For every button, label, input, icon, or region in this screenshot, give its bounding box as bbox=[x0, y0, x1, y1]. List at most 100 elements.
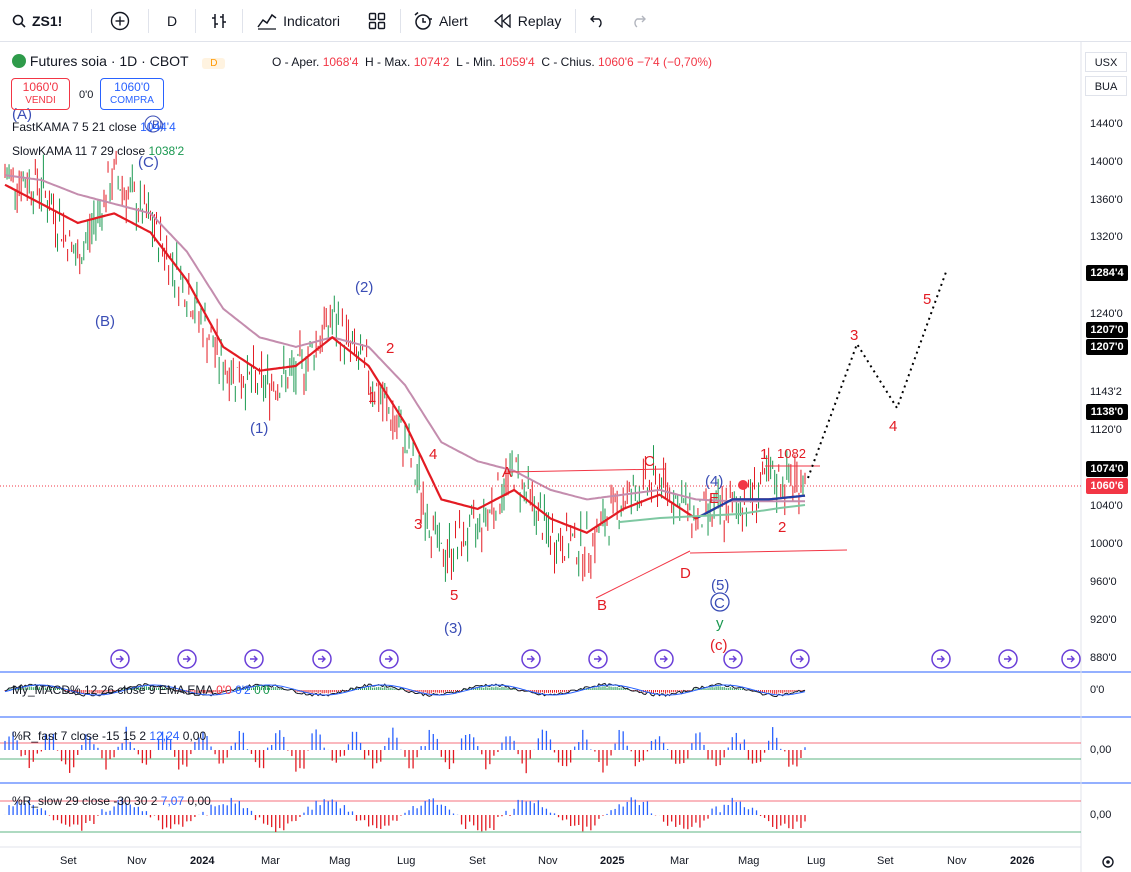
rfast-axis-label: 0,00 bbox=[1090, 744, 1112, 756]
buy-button[interactable]: 1060'0 COMPRA bbox=[100, 78, 164, 110]
rslow-axis-label: 0,00 bbox=[1090, 809, 1112, 821]
wave-red-1082: 1082 bbox=[777, 446, 806, 461]
sell-button[interactable]: 1060'0 VENDI bbox=[11, 78, 70, 110]
replay-button[interactable]: Replay bbox=[480, 8, 577, 33]
alert-label: Alert bbox=[438, 12, 468, 29]
interval-label: D bbox=[167, 12, 178, 29]
replay-marker-arrow bbox=[318, 655, 326, 663]
slow-kama-legend: SlowKAMA 11 7 29 close 1038'2 bbox=[12, 144, 185, 158]
time-label: Mar bbox=[670, 855, 689, 867]
wave-red-C: C bbox=[644, 453, 655, 470]
price-badge-1074: 1074'0 bbox=[1086, 461, 1128, 477]
wave-red-E: E bbox=[709, 490, 719, 507]
wave-B-paren: (B) bbox=[95, 313, 115, 330]
replay-marker-arrow bbox=[594, 655, 602, 663]
time-label: Mag bbox=[329, 855, 351, 867]
wave-4-paren: (4) bbox=[705, 473, 723, 490]
wave-red-1b: 1 bbox=[760, 446, 768, 463]
wave-red-5: 5 bbox=[450, 587, 458, 604]
wave-A-paren: (A) bbox=[12, 106, 32, 123]
wave-3-paren: (3) bbox=[444, 620, 462, 637]
bars-chart-icon bbox=[212, 13, 227, 28]
wave-red-D: D bbox=[680, 565, 691, 582]
indicators-label: Indicatori bbox=[283, 12, 340, 29]
macd-axis-label: 0'0 bbox=[1090, 684, 1105, 696]
replay-label: Replay bbox=[517, 12, 562, 29]
symbol-logo bbox=[12, 54, 26, 68]
wave-red-c: (c) bbox=[710, 637, 728, 654]
price-label-1320: 1320'0 bbox=[1090, 231, 1123, 243]
price-badge-last: 1060'6 bbox=[1086, 478, 1128, 494]
gear-icon[interactable] bbox=[1102, 856, 1114, 868]
indicators-button[interactable]: Indicatori bbox=[243, 0, 354, 42]
price-label-1240: 1240'0 bbox=[1090, 308, 1123, 320]
time-label: Set bbox=[469, 855, 486, 867]
time-label: 2026 bbox=[1010, 855, 1035, 867]
time-label: Set bbox=[877, 855, 894, 867]
replay-marker-icon bbox=[931, 649, 951, 669]
spread-value: 0'0 bbox=[79, 89, 94, 101]
undo-button[interactable] bbox=[576, 0, 618, 42]
macd-line bbox=[4, 684, 806, 696]
rslow-histogram bbox=[4, 797, 806, 832]
trendline-upper bbox=[507, 468, 666, 473]
replay-marker-arrow bbox=[250, 655, 258, 663]
wave-C-circled: C bbox=[714, 595, 725, 612]
replay-marker-arrow bbox=[1067, 655, 1075, 663]
price-label-960: 960'0 bbox=[1090, 576, 1117, 588]
rewind-icon bbox=[493, 13, 511, 28]
price-label-1000: 1000'0 bbox=[1090, 538, 1123, 550]
wave-red-4: 4 bbox=[429, 446, 437, 463]
price-label-1440: 1440'0 bbox=[1090, 118, 1123, 130]
time-label: Nov bbox=[947, 855, 967, 867]
event-markers[interactable] bbox=[110, 649, 1081, 669]
wave-red-5b: 5 bbox=[923, 291, 931, 308]
rfast-legend: %R_fast 7 close -15 15 2 12,24 0,00 bbox=[12, 729, 207, 743]
wave-green-y: y bbox=[716, 615, 724, 632]
wave-red-3b: 3 bbox=[850, 327, 858, 344]
wave-red-1: 1 bbox=[368, 389, 376, 406]
replay-marker-icon bbox=[723, 649, 743, 669]
price-label-880: 880'0 bbox=[1090, 652, 1117, 664]
indicators-icon bbox=[257, 13, 277, 30]
wave-red-B: B bbox=[597, 597, 607, 614]
symbol-search[interactable]: ZS1! bbox=[0, 8, 92, 33]
replay-marker-icon bbox=[588, 649, 608, 669]
rslow-legend: %R_slow 29 close -30 30 2 7,07 0,00 bbox=[12, 794, 211, 808]
wave-2-paren: (2) bbox=[355, 279, 373, 296]
wave-C-paren: (C) bbox=[138, 154, 159, 171]
alert-button[interactable]: Alert bbox=[401, 0, 480, 42]
currency-selector[interactable]: USX bbox=[1085, 52, 1127, 72]
macd-pane bbox=[4, 682, 806, 697]
wave-labels: (A) (B) (C) (1) (2) (3) (4) (5) C (B) 1 … bbox=[12, 106, 931, 654]
price-bars bbox=[4, 150, 806, 582]
unit-selector[interactable]: BUA bbox=[1085, 76, 1127, 96]
layouts-button[interactable] bbox=[354, 8, 401, 33]
replay-marker-icon bbox=[521, 649, 541, 669]
price-label-1120: 1120'0 bbox=[1090, 424, 1122, 436]
compare-button[interactable] bbox=[92, 0, 148, 42]
time-label: Set bbox=[60, 855, 77, 867]
undo-icon bbox=[590, 15, 602, 28]
interval-button[interactable]: D bbox=[148, 8, 197, 33]
wave-B-circled: (B) bbox=[148, 118, 164, 132]
price-label-1143: 1143'2 bbox=[1090, 386, 1122, 398]
replay-marker-arrow bbox=[527, 655, 535, 663]
replay-marker-icon bbox=[790, 649, 810, 669]
fast-kama-legend: FastKAMA 7 5 21 close 1044'4 bbox=[12, 120, 176, 134]
alarm-clock-icon bbox=[414, 11, 432, 30]
time-label: Nov bbox=[538, 855, 558, 867]
trendline-base bbox=[689, 549, 848, 554]
chart-type-button[interactable] bbox=[196, 8, 244, 33]
redo-button[interactable] bbox=[618, 0, 660, 42]
trendline-lower bbox=[595, 550, 691, 599]
rfast-histogram bbox=[4, 726, 806, 774]
time-label: Mar bbox=[261, 855, 280, 867]
wave-red-3: 3 bbox=[414, 516, 422, 533]
top-toolbar: ZS1! D Indicatori Alert Replay bbox=[0, 0, 1131, 42]
replay-marker-arrow bbox=[116, 655, 124, 663]
replay-marker-icon bbox=[177, 649, 197, 669]
replay-marker-icon bbox=[312, 649, 332, 669]
replay-marker-icon bbox=[998, 649, 1018, 669]
